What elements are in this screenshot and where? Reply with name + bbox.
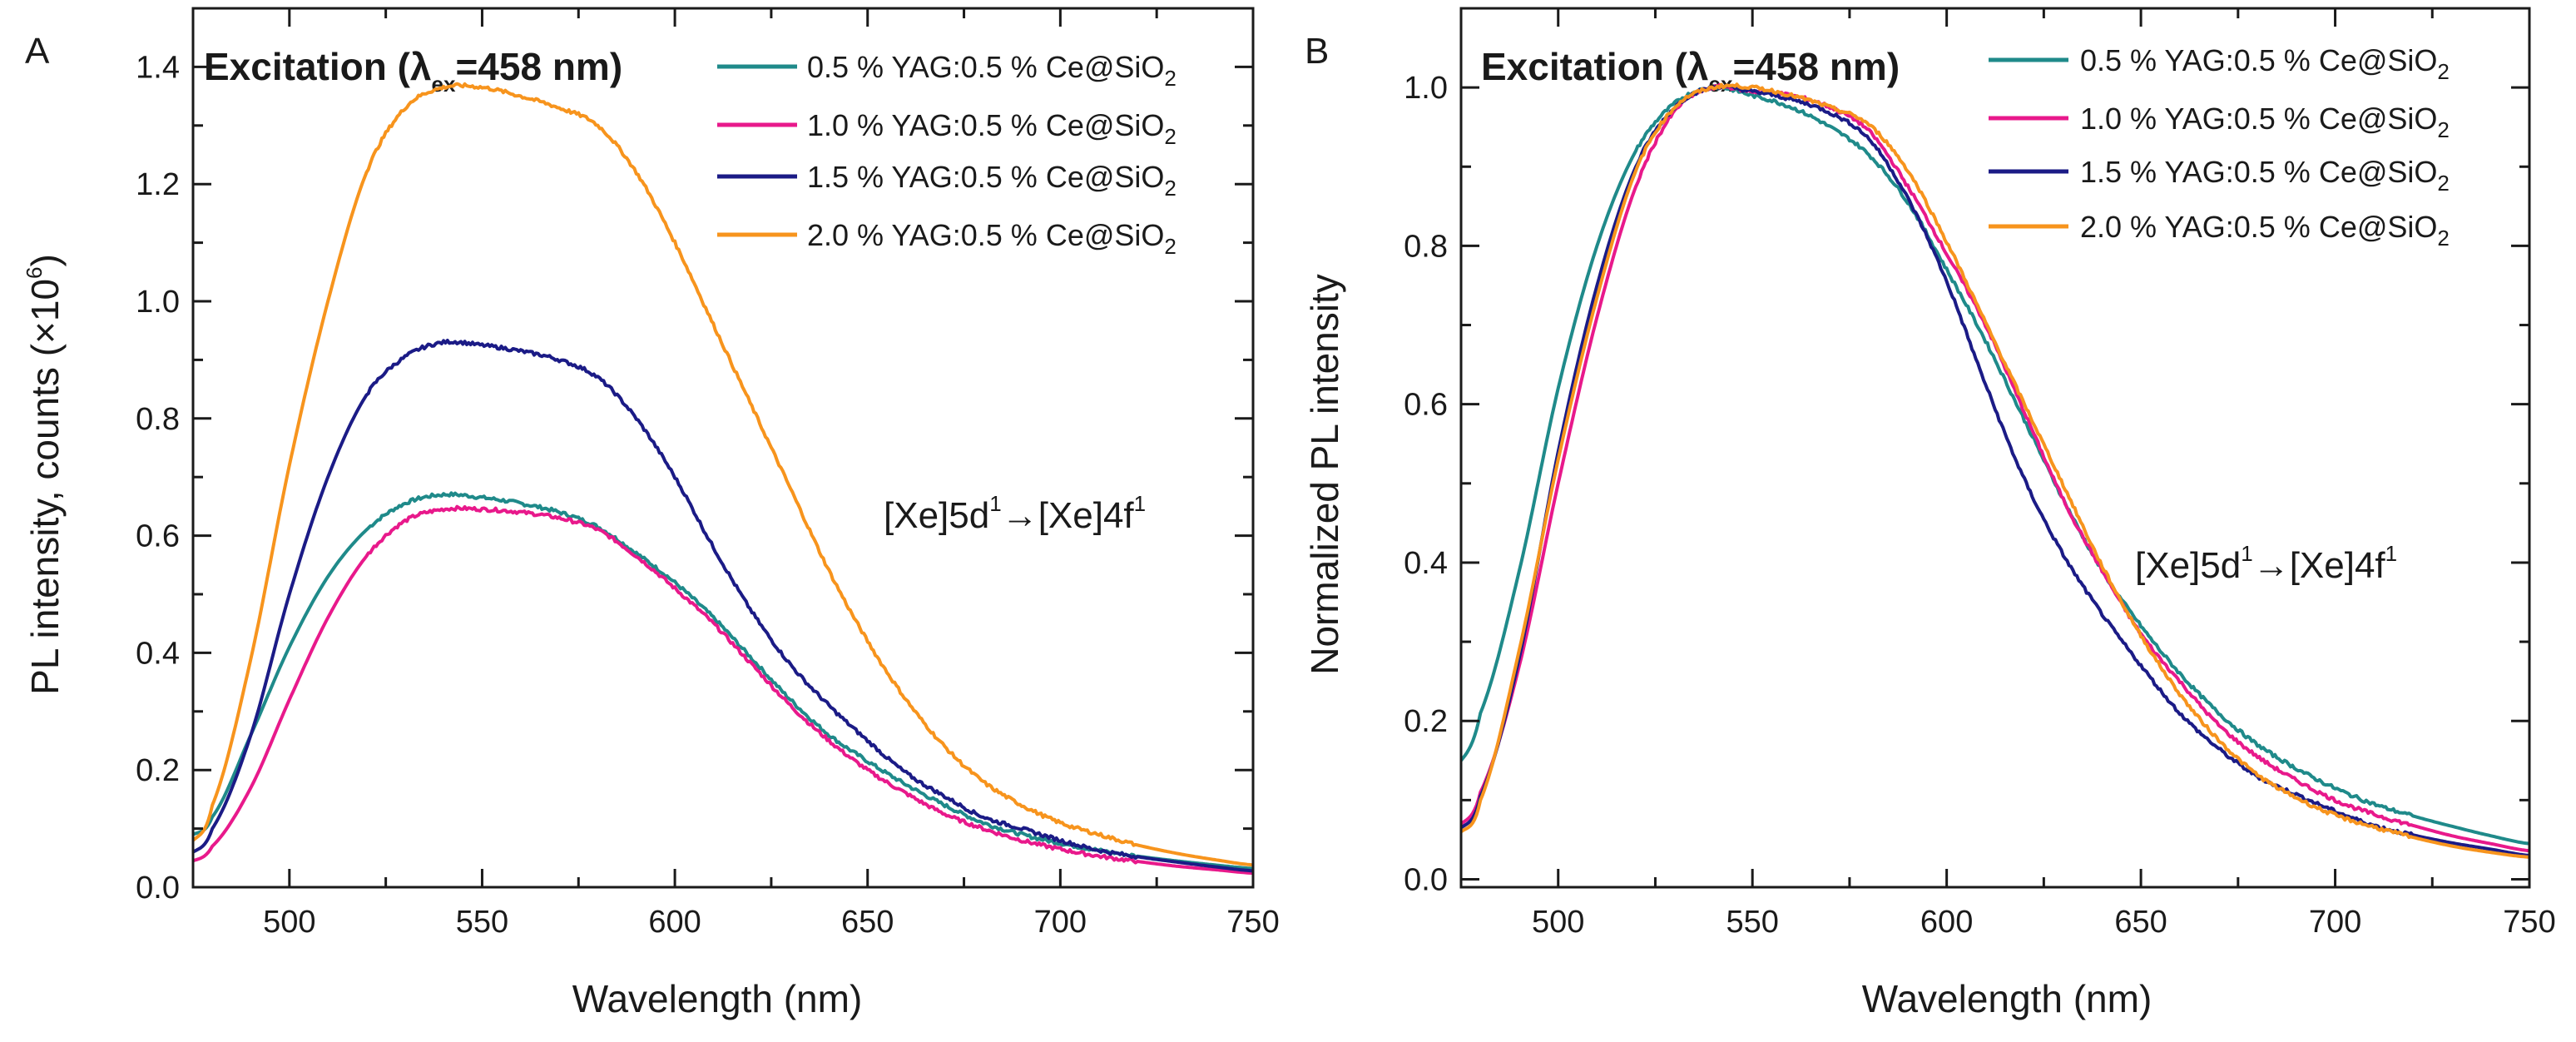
panel-a-y-tick-label-0: 0.0: [136, 871, 180, 906]
panel-a-legend-label-3: 2.0 % YAG:0.5 % Ce@SiO2: [807, 218, 1177, 259]
panel-a-x-tick-label-550: 550: [456, 905, 508, 940]
panel-b-series-line-3: [1459, 82, 2530, 859]
panel-a-y-tick-label-2: 0.4: [136, 636, 180, 671]
panel-b-legend-label-1: 1.0 % YAG:0.5 % Ce@SiO2: [2080, 102, 2450, 142]
panel-a-legend: 0.5 % YAG:0.5 % Ce@SiO2 1.0 % YAG:0.5 % …: [717, 50, 1177, 259]
panel-b-y-tick-label-2: 0.4: [1404, 546, 1448, 581]
panel-b-letter: B: [1305, 31, 1329, 72]
panel-a-transition-label: [Xe]5d1→[Xe]4f1: [884, 491, 1146, 536]
panel-a-y-axis-title: PL intensity, counts (×106): [22, 254, 67, 695]
panel-b-legend-label-0: 0.5 % YAG:0.5 % Ce@SiO2: [2080, 43, 2450, 84]
panel-a-excitation-label: Excitation (λex=458 nm): [204, 45, 622, 97]
panel-b-series-line-0: [1459, 85, 2530, 846]
panel-b-excitation-label: Excitation (λex=458 nm): [1481, 45, 1900, 97]
panel-b-x-tick-label-600: 600: [1920, 905, 1973, 940]
panel-b-y-tick-label-3: 0.6: [1404, 388, 1448, 423]
panel-a-y-tick-label-5: 1.0: [136, 285, 180, 320]
panel-a-series-line-3: [191, 82, 1254, 867]
panel-b-x-tick-label-550: 550: [1726, 905, 1778, 940]
panel-b-y-tick-label-5: 1.0: [1404, 71, 1448, 106]
panel-b-transition-label: [Xe]5d1→[Xe]4f1: [2135, 541, 2397, 586]
panel-a-legend-label-1: 1.0 % YAG:0.5 % Ce@SiO2: [807, 108, 1177, 149]
panel-a-x-tick-label-700: 700: [1034, 905, 1087, 940]
panel-b-y-axis-title: Normalized PL intensity: [1303, 274, 1346, 675]
panel-b-plot-area: 500 550 600 650 700 750 0.0 0.2 0.4 0.6 0.8 1.0: [1404, 7, 2556, 940]
panel-a-y-tick-label-3: 0.6: [136, 519, 180, 554]
panel-b-x-tick-label-650: 650: [2114, 905, 2167, 940]
panel-a-legend-label-2: 1.5 % YAG:0.5 % Ce@SiO2: [807, 160, 1177, 201]
panel-a-y-tick-label-1: 0.2: [136, 753, 180, 788]
panel-b-x-axis-title: Wavelength (nm): [1862, 977, 2152, 1020]
panel-b-axes-frame: [1459, 7, 2531, 889]
panel-b-y-tick-label-4: 0.8: [1404, 229, 1448, 264]
panel-b-x-tick-label-750: 750: [2503, 905, 2555, 940]
panel-b-y-tick-label-1: 0.2: [1404, 704, 1448, 739]
panel-b-legend-label-3: 2.0 % YAG:0.5 % Ce@SiO2: [2080, 210, 2450, 251]
panel-a-y-tick-label-7: 1.4: [136, 50, 180, 85]
panel-a-series-line-2: [192, 339, 1254, 873]
panel-a-y-tick-label-6: 1.2: [136, 167, 180, 202]
panel-a-x-tick-label-600: 600: [648, 905, 701, 940]
panel-b-y-tick-label-0: 0.0: [1404, 862, 1448, 897]
panel-a: A PL intensity, counts (×106) Wavelength…: [22, 7, 1280, 1020]
panel-b-legend-label-2: 1.5 % YAG:0.5 % Ce@SiO2: [2080, 155, 2450, 196]
panel-a-axes-frame: [191, 7, 1255, 889]
panel-b-legend: 0.5 % YAG:0.5 % Ce@SiO2 1.0 % YAG:0.5 % …: [1989, 43, 2450, 251]
panel-a-series-line-1: [192, 504, 1254, 876]
panel-a-x-axis-title: Wavelength (nm): [572, 977, 863, 1020]
panel-a-legend-label-0: 0.5 % YAG:0.5 % Ce@SiO2: [807, 50, 1177, 91]
panel-b-x-tick-label-700: 700: [2309, 905, 2361, 940]
panel-b-series-line-2: [1459, 84, 2530, 857]
panel-b-x-tick-label-500: 500: [1532, 905, 1584, 940]
panel-a-series-line-0: [192, 491, 1254, 871]
panel-b: B Normalized PL intensity Wavelength (nm…: [1303, 7, 2556, 1020]
panel-a-x-tick-label-500: 500: [263, 905, 315, 940]
panel-a-letter: A: [25, 31, 50, 72]
panel-a-x-tick-label-750: 750: [1226, 905, 1279, 940]
panel-a-y-tick-label-4: 0.8: [136, 402, 180, 437]
panel-a-x-tick-label-650: 650: [841, 905, 894, 940]
panel-b-series-line-1: [1459, 82, 2530, 853]
panel-a-plot-area: 500 550 600 650 700 750 0.0 0.2 0.4 0.6 0.8 1.0 1.2 1…: [136, 7, 1280, 940]
